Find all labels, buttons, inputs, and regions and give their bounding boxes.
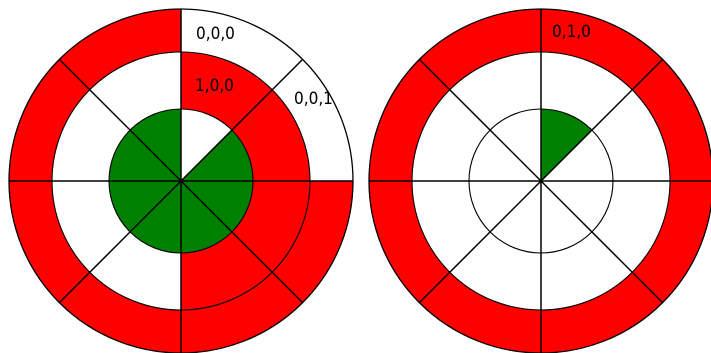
inner-disk-sector-1 [181,130,253,181]
inner-disk-sector-2 [541,181,613,232]
outer-ring-sector-0 [541,9,663,90]
middle-ring-sector-0 [181,52,273,131]
spoke-7 [418,58,542,182]
inner-disk-sector-5 [469,181,541,232]
inner-disk-sector-4 [490,181,541,253]
middle-ring-sector-7 [89,52,181,131]
outer-ring-sector-7 [419,9,541,90]
outer-ring-sector-5 [369,181,450,303]
label-middle-left: 1,0,0 [195,76,234,96]
inner-disk-sector-0 [541,109,592,181]
middle-ring-sector-1 [591,89,670,181]
outer-ring-sector-6 [369,59,450,181]
outer-ring-sector-2 [632,181,711,303]
inner-disk-sector-5 [109,181,181,232]
middle-ring-sector-5 [52,181,131,273]
outer-ring-sector-6 [9,59,90,181]
label-outer-right-left: 0,0,1 [294,89,333,109]
inner-disk-sector-3 [541,181,592,253]
spoke-7 [58,58,182,182]
spoke-5 [58,180,182,304]
spoke-3 [180,180,304,304]
outer-ring-sector-1 [272,59,353,181]
middle-ring-sector-1 [231,89,310,181]
middle-ring-sector-2 [591,181,670,273]
spoke-5 [418,180,542,304]
middle-ring-sector-0 [541,52,633,131]
wheel-right [368,8,711,353]
inner-disk-sector-7 [490,109,541,181]
outer-ring-sector-2 [272,181,353,303]
wheel-left [8,8,354,353]
inner-disk-sector-2 [181,181,253,232]
spoke-1 [180,58,304,182]
outer-ring-sector-5 [9,181,90,303]
outer-ring-sector-1 [632,59,711,181]
inner-disk-sector-7 [130,109,181,181]
inner-disk-sector-3 [181,181,232,253]
outer-ring-sector-3 [541,272,663,353]
outer-ring-sector-4 [59,272,181,353]
inner-disk-sector-6 [109,130,181,181]
inner-disk-sector-1 [541,130,613,181]
inner-disk-sector-6 [469,130,541,181]
spoke-1 [540,58,664,182]
label-outer-left: 0,0,0 [196,24,235,44]
middle-ring-sector-3 [181,231,273,310]
label-outer-right: 0,1,0 [552,22,591,42]
spoke-3 [540,180,664,304]
middle-ring-sector-4 [89,231,181,310]
outer-ring-sector-4 [419,272,541,353]
middle-ring-sector-4 [449,231,541,310]
inner-disk-sector-0 [181,109,232,181]
middle-ring-sector-6 [412,89,491,181]
middle-ring-sector-6 [52,89,131,181]
middle-ring-sector-7 [449,52,541,131]
outer-ring-sector-0 [181,9,303,90]
middle-ring-sector-2 [231,181,310,273]
middle-ring-sector-5 [412,181,491,273]
middle-ring-sector-3 [541,231,633,310]
outer-ring-sector-7 [59,9,181,90]
inner-disk-sector-4 [130,181,181,253]
outer-ring-sector-3 [181,272,303,353]
